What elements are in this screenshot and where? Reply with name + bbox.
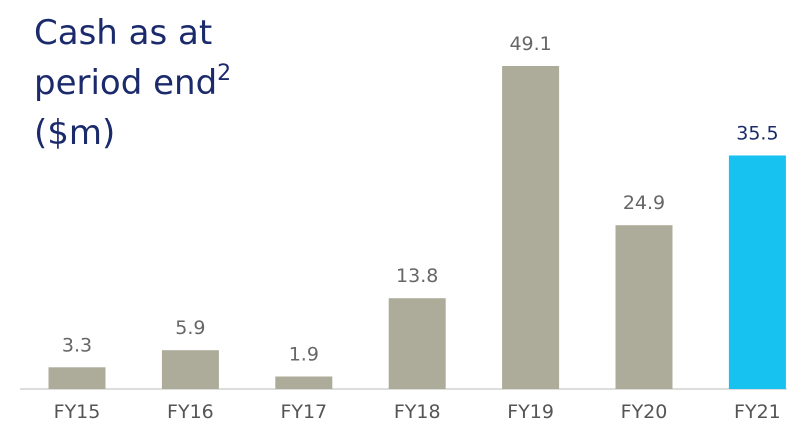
bar xyxy=(161,350,219,389)
title-note: 2 xyxy=(217,61,231,86)
bar xyxy=(728,155,786,389)
value-label: 13.8 xyxy=(396,265,438,287)
bar xyxy=(275,376,333,389)
bar xyxy=(615,225,673,389)
value-label: 24.9 xyxy=(623,192,665,214)
value-label: 3.3 xyxy=(62,334,92,356)
x-tick-label: FY15 xyxy=(54,401,101,423)
title-line: ($m) xyxy=(34,113,115,153)
x-tick-label: FY17 xyxy=(280,401,327,423)
value-label: 1.9 xyxy=(289,344,319,366)
x-tick-label: FY19 xyxy=(507,401,554,423)
bar xyxy=(502,66,560,389)
bar xyxy=(48,367,106,389)
x-tick-label: FY16 xyxy=(167,401,214,423)
title-text: period end xyxy=(34,63,217,103)
value-label: 49.1 xyxy=(509,33,551,55)
value-label: 35.5 xyxy=(736,122,778,144)
x-tick-label: FY18 xyxy=(394,401,441,423)
x-tick-label: FY20 xyxy=(621,401,668,423)
x-tick-label: FY21 xyxy=(734,401,781,423)
title-line: Cash as at xyxy=(34,13,212,53)
title-line: period end2 xyxy=(34,61,231,103)
value-label: 5.9 xyxy=(175,317,205,339)
bar xyxy=(388,298,446,389)
